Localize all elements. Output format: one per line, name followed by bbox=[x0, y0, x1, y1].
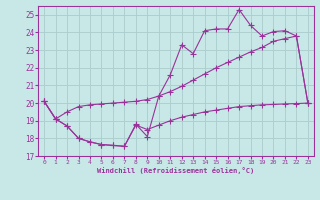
X-axis label: Windchill (Refroidissement éolien,°C): Windchill (Refroidissement éolien,°C) bbox=[97, 167, 255, 174]
